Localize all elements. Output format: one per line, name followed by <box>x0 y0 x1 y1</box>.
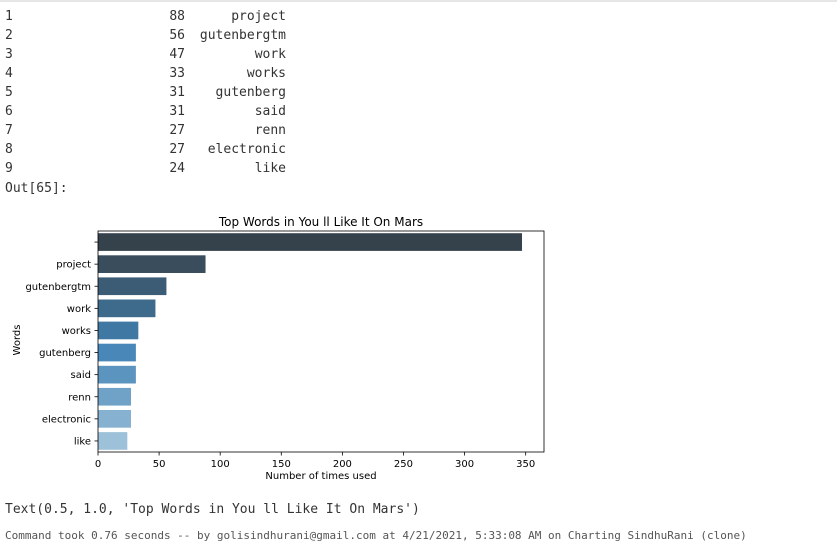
row-word: works <box>246 66 286 81</box>
row-index: 4 <box>5 66 13 81</box>
bar <box>98 321 139 340</box>
x-tick-label: 300 <box>455 459 474 470</box>
row-count: 31 <box>169 104 185 119</box>
y-tick-label: gutenbergtm <box>25 282 91 293</box>
bar <box>98 343 136 362</box>
x-tick-label: 0 <box>95 459 101 470</box>
output-label: Out[65]: <box>5 181 68 196</box>
row-word: like <box>254 161 286 176</box>
row-count: 31 <box>169 85 185 100</box>
table-row: 1 88 project <box>0 7 300 26</box>
row-count: 33 <box>169 66 185 81</box>
y-tick-label: gutenberg <box>39 348 91 359</box>
row-word: renn <box>254 123 286 138</box>
row-count: 27 <box>169 142 185 157</box>
row-word: electronic <box>207 142 286 157</box>
y-tick-labels: project gutenbergtm work works gutenberg said… <box>25 241 98 447</box>
row-word: gutenbergtm <box>199 28 286 43</box>
bar <box>98 277 167 296</box>
row-index: 7 <box>5 123 13 138</box>
x-ticks: 0 50 100 150 200 250 300 350 <box>95 452 535 470</box>
command-status: Command took 0.76 seconds -- by golisind… <box>5 529 747 542</box>
row-index: 8 <box>5 142 13 157</box>
table-row: 7 27 renn <box>0 121 300 140</box>
bar-chart: Top Words in You ll Like It On Mars proj… <box>12 215 545 482</box>
row-word: project <box>231 9 286 24</box>
y-tick-label: works <box>62 326 91 337</box>
bar-group <box>98 233 523 450</box>
bar <box>98 432 128 450</box>
row-index: 9 <box>5 161 13 176</box>
x-tick-label: 100 <box>211 459 230 470</box>
bar <box>98 233 523 251</box>
y-tick-label: renn <box>68 392 91 403</box>
row-index: 1 <box>5 9 13 24</box>
table-row: 8 27 electronic <box>0 140 300 159</box>
bar <box>98 387 131 406</box>
x-tick-label: 250 <box>394 459 413 470</box>
x-tick-label: 50 <box>153 459 166 470</box>
row-word: gutenberg <box>215 85 286 100</box>
table-row: 2 56 gutenbergtm <box>0 26 300 45</box>
dataframe-output: 1 88 project 2 56 gutenbergtm 3 47 work … <box>0 7 300 178</box>
y-tick-label: like <box>74 436 91 447</box>
y-tick-label: said <box>71 370 91 381</box>
table-row: 3 47 work <box>0 45 300 64</box>
bar <box>98 255 206 273</box>
row-word: said <box>254 104 286 119</box>
table-row: 5 31 gutenberg <box>0 83 300 102</box>
y-tick-label: project <box>56 260 91 271</box>
chart-title: Top Words in You ll Like It On Mars <box>218 215 423 229</box>
y-tick-label: work <box>67 304 91 315</box>
cell-top-border <box>0 0 837 2</box>
bar <box>98 365 136 384</box>
text-output: Text(0.5, 1.0, 'Top Words in You ll Like… <box>5 502 420 517</box>
row-count: 47 <box>169 47 185 62</box>
x-tick-label: 350 <box>516 459 535 470</box>
row-word: work <box>254 47 286 62</box>
x-tick-label: 150 <box>272 459 291 470</box>
row-index: 6 <box>5 104 13 119</box>
y-axis-label: Words <box>12 325 23 356</box>
bar <box>98 410 131 428</box>
table-row: 4 33 works <box>0 64 300 83</box>
row-count: 24 <box>169 161 185 176</box>
plot-frame <box>97 230 545 453</box>
table-row: 6 31 said <box>0 102 300 121</box>
row-index: 5 <box>5 85 13 100</box>
table-row: 9 24 like <box>0 159 300 178</box>
row-count: 56 <box>169 28 185 43</box>
y-tick-label: electronic <box>42 414 91 425</box>
row-count: 27 <box>169 123 185 138</box>
x-axis-label: Number of times used <box>265 471 376 482</box>
row-count: 88 <box>169 9 185 24</box>
row-index: 2 <box>5 28 13 43</box>
row-index: 3 <box>5 47 13 62</box>
x-tick-label: 200 <box>333 459 352 470</box>
bar <box>98 299 156 318</box>
